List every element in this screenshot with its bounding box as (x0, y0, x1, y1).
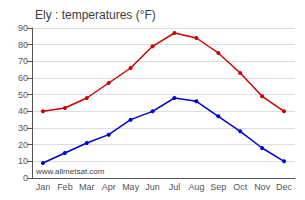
svg-text:Jun: Jun (145, 182, 160, 192)
svg-text:Nov: Nov (254, 182, 271, 192)
svg-text:50: 50 (18, 90, 28, 100)
svg-text:www.allmetsat.com: www.allmetsat.com (35, 167, 105, 176)
svg-text:Mar: Mar (79, 182, 95, 192)
svg-text:80: 80 (18, 40, 28, 50)
svg-text:20: 20 (18, 140, 28, 150)
svg-text:90: 90 (18, 23, 28, 33)
svg-text:Dec: Dec (276, 182, 293, 192)
svg-text:Sep: Sep (210, 182, 226, 192)
svg-text:Jan: Jan (36, 182, 51, 192)
svg-text:Jul: Jul (169, 182, 181, 192)
svg-text:Feb: Feb (57, 182, 73, 192)
svg-text:Aug: Aug (188, 182, 204, 192)
svg-text:30: 30 (18, 123, 28, 133)
svg-text:70: 70 (18, 56, 28, 66)
svg-text:May: May (122, 182, 140, 192)
svg-text:Oct: Oct (233, 182, 248, 192)
svg-text:Apr: Apr (102, 182, 116, 192)
svg-text:40: 40 (18, 106, 28, 116)
svg-text:0: 0 (23, 173, 28, 183)
svg-text:60: 60 (18, 73, 28, 83)
svg-text:Ely : temperatures (°F): Ely : temperatures (°F) (35, 8, 156, 22)
svg-text:10: 10 (18, 156, 28, 166)
